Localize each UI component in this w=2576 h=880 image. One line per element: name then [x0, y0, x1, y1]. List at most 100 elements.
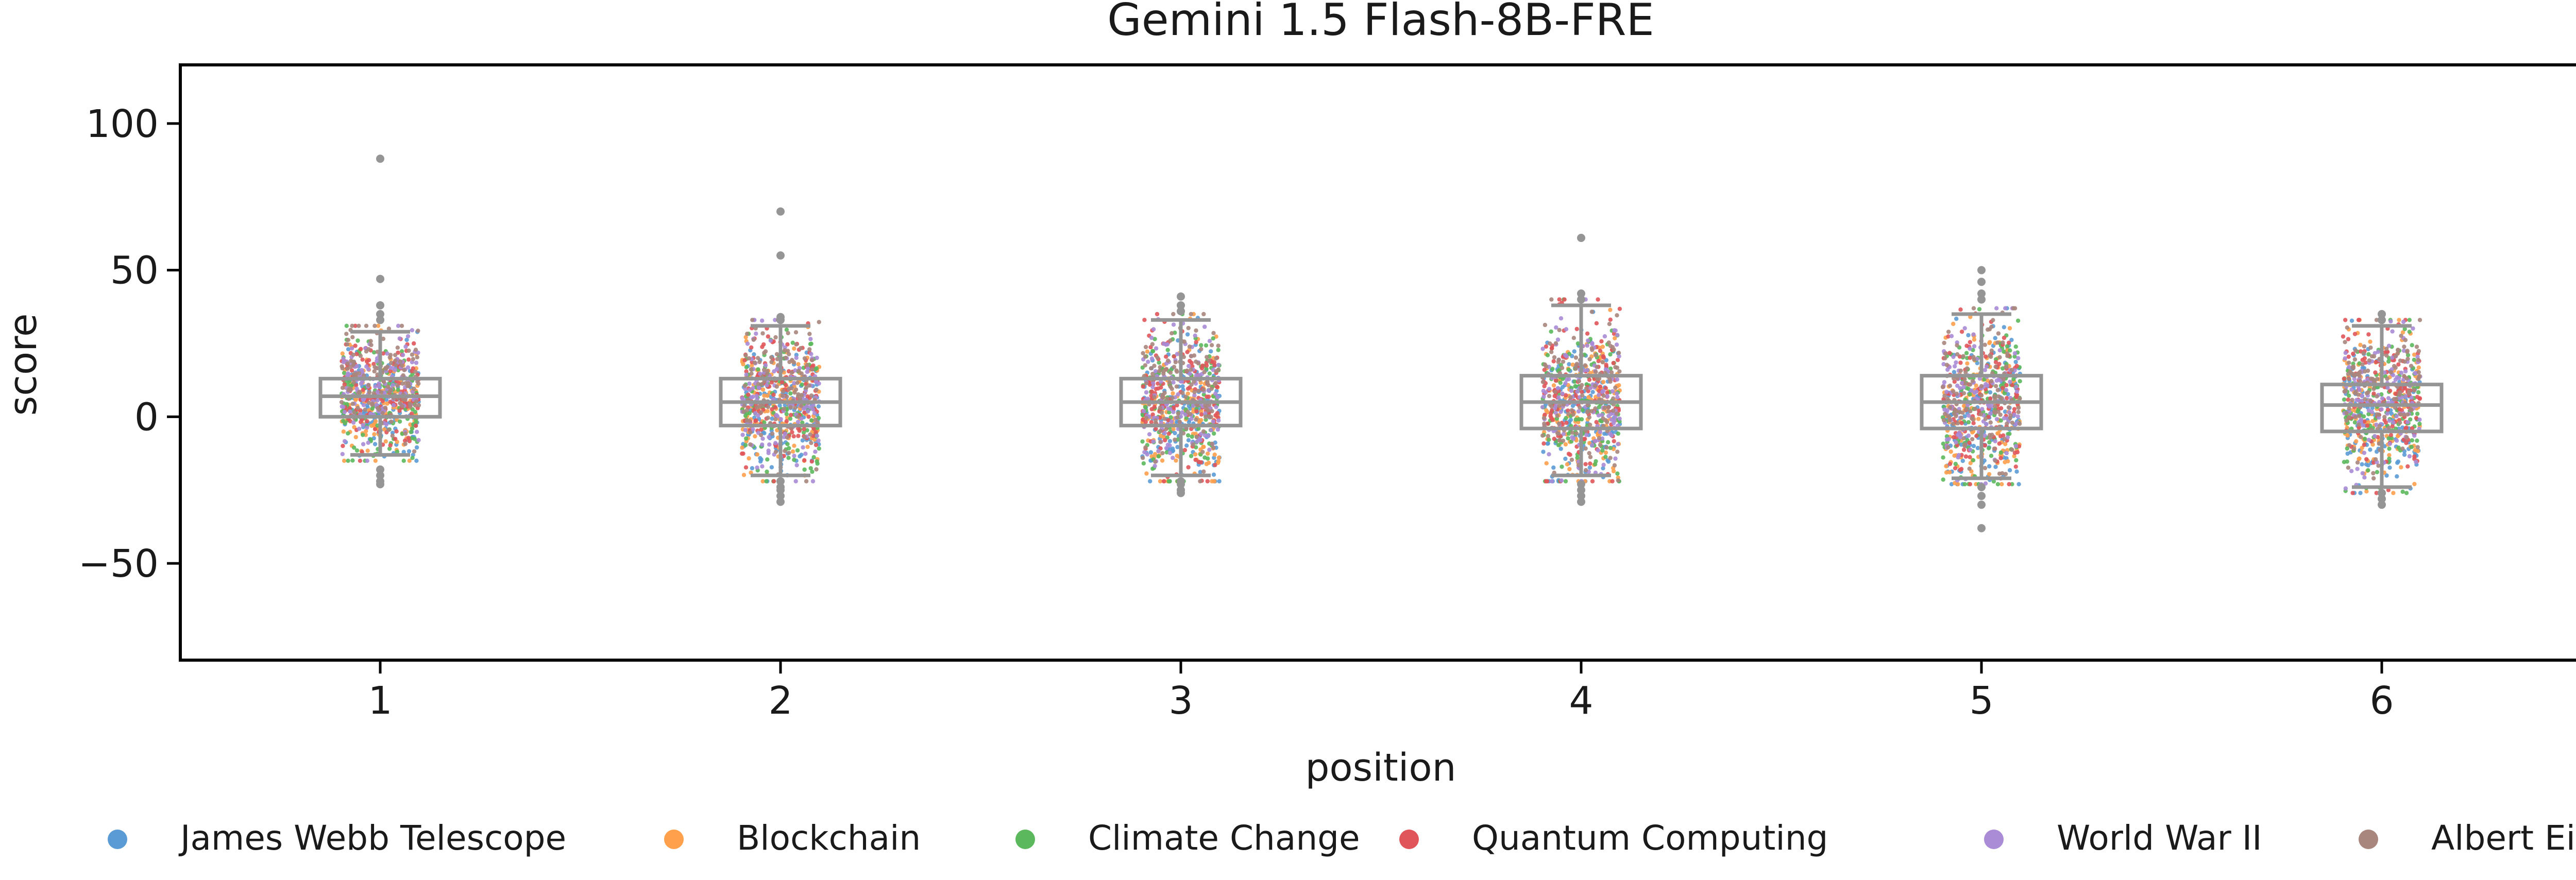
jitter-point	[1560, 391, 1565, 396]
jitter-point	[2392, 364, 2397, 369]
jitter-point	[1588, 455, 1593, 459]
jitter-point	[353, 435, 358, 440]
jitter-point	[1970, 378, 1975, 383]
jitter-point	[745, 341, 750, 346]
outlier-point	[1577, 289, 1585, 298]
outlier-point	[1177, 480, 1185, 489]
jitter-point	[1608, 456, 1613, 460]
jitter-point	[2387, 465, 2392, 470]
jitter-point	[2343, 340, 2347, 344]
jitter-point	[1152, 395, 1157, 400]
y-tick-label: 0	[134, 395, 159, 439]
jitter-point	[1192, 390, 1197, 394]
jitter-point	[1199, 412, 1204, 417]
jitter-point	[1212, 452, 1217, 457]
jitter-point	[805, 444, 810, 449]
jitter-point	[1613, 385, 1618, 390]
jitter-point	[1563, 456, 1568, 461]
jitter-point	[1585, 343, 1589, 348]
jitter-point	[2387, 418, 2392, 423]
jitter-point	[788, 416, 793, 421]
jitter-point	[2399, 334, 2403, 338]
jitter-point	[1616, 351, 1621, 355]
jitter-point	[796, 369, 801, 373]
jitter-point	[344, 332, 349, 336]
jitter-point	[1583, 363, 1587, 368]
jitter-point	[1955, 343, 1959, 348]
outlier-point	[2378, 489, 2386, 497]
jitter-point	[375, 359, 379, 364]
jitter-point	[1610, 479, 1615, 484]
outlier-point	[2378, 494, 2386, 503]
jitter-point	[1176, 437, 1180, 442]
jitter-point	[406, 357, 411, 362]
outlier-point	[376, 310, 384, 319]
jitter-point	[2409, 407, 2414, 412]
jitter-point	[339, 400, 344, 405]
jitter-point	[1576, 409, 1581, 414]
jitter-point	[1567, 362, 1571, 367]
jitter-point	[800, 438, 805, 443]
jitter-point	[1586, 395, 1591, 400]
jitter-point	[766, 416, 770, 420]
jitter-point	[792, 454, 796, 458]
legend: James Webb Telescope Blockchain Climate Ch…	[108, 818, 2576, 858]
jitter-point	[774, 367, 779, 372]
jitter-point	[1186, 465, 1191, 470]
jitter-point	[1171, 322, 1176, 327]
jitter-point	[386, 427, 391, 432]
jitter-point	[1953, 407, 1957, 412]
jitter-point	[364, 349, 369, 354]
jitter-point	[1212, 431, 1216, 436]
jitter-point	[1563, 353, 1568, 357]
jitter-point	[2372, 434, 2377, 439]
jitter-point	[1952, 370, 1957, 374]
jitter-point	[1191, 403, 1195, 408]
jitter-point	[1149, 335, 1154, 340]
jitter-point	[2371, 387, 2376, 391]
jitter-point	[2412, 357, 2416, 362]
jitter-point	[1547, 452, 1551, 457]
jitter-point	[2404, 491, 2409, 495]
jitter-point	[380, 411, 385, 416]
jitter-point	[2350, 398, 2354, 402]
jitter-point	[1947, 470, 1952, 475]
jitter-point	[784, 383, 788, 387]
jitter-point	[2386, 396, 2391, 401]
jitter-point	[1203, 411, 1208, 416]
jitter-point	[754, 418, 758, 423]
jitter-point	[744, 372, 749, 377]
jitter-point	[1167, 410, 1172, 415]
jitter-point	[388, 443, 393, 448]
jitter-point	[769, 355, 774, 360]
jitter-point	[1553, 341, 1558, 346]
jitter-point	[1190, 434, 1194, 439]
jitter-point	[802, 458, 807, 462]
jitter-point	[351, 420, 356, 425]
jitter-point	[1201, 429, 1206, 434]
jitter-point	[786, 456, 791, 460]
jitter-point	[792, 381, 796, 386]
jitter-point	[382, 391, 387, 395]
jitter-point	[1962, 482, 1967, 487]
jitter-point	[1617, 383, 1621, 388]
jitter-point	[1994, 417, 1999, 422]
jitter-point	[2003, 442, 2008, 446]
jitter-point	[345, 367, 350, 371]
jitter-point	[1943, 351, 1948, 356]
jitter-point	[1615, 471, 1620, 476]
jitter-point	[805, 369, 810, 374]
jitter-point	[2376, 463, 2381, 468]
jitter-point	[1189, 382, 1194, 387]
jitter-point	[1947, 418, 1952, 423]
jitter-point	[2001, 386, 2005, 390]
jitter-point	[753, 434, 757, 439]
jitter-point	[1168, 415, 1173, 420]
jitter-point	[1605, 394, 1609, 399]
jitter-point	[2399, 465, 2403, 470]
jitter-point	[1558, 381, 1563, 385]
jitter-point	[359, 420, 363, 424]
jitter-point	[790, 430, 794, 435]
jitter-point	[2359, 435, 2363, 439]
outlier-point	[1577, 486, 1585, 494]
